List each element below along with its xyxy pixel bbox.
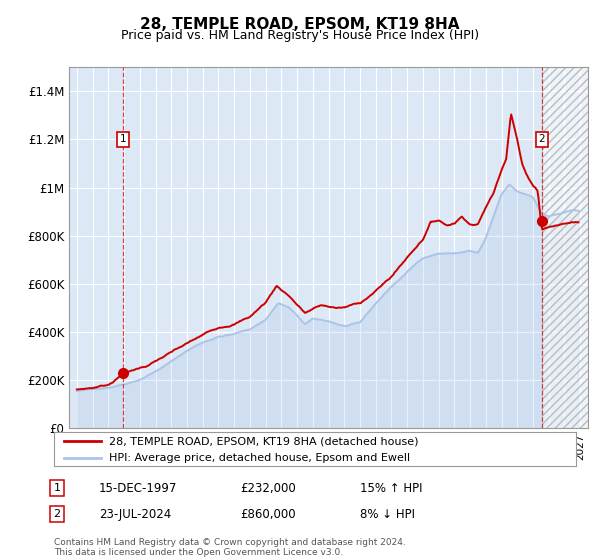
Text: 8% ↓ HPI: 8% ↓ HPI [360, 507, 415, 521]
Text: 2: 2 [53, 509, 61, 519]
Text: £232,000: £232,000 [240, 482, 296, 495]
Text: HPI: Average price, detached house, Epsom and Ewell: HPI: Average price, detached house, Epso… [109, 452, 410, 463]
Text: Price paid vs. HM Land Registry's House Price Index (HPI): Price paid vs. HM Land Registry's House … [121, 29, 479, 42]
Bar [542, 67, 588, 428]
Text: 15-DEC-1997: 15-DEC-1997 [99, 482, 178, 495]
Text: 23-JUL-2024: 23-JUL-2024 [99, 507, 171, 521]
Text: 1: 1 [53, 483, 61, 493]
Text: £860,000: £860,000 [240, 507, 296, 521]
Text: 15% ↑ HPI: 15% ↑ HPI [360, 482, 422, 495]
Text: 28, TEMPLE ROAD, EPSOM, KT19 8HA: 28, TEMPLE ROAD, EPSOM, KT19 8HA [140, 17, 460, 32]
Text: 1: 1 [120, 134, 127, 144]
Text: 28, TEMPLE ROAD, EPSOM, KT19 8HA (detached house): 28, TEMPLE ROAD, EPSOM, KT19 8HA (detach… [109, 436, 418, 446]
Text: Contains HM Land Registry data © Crown copyright and database right 2024.
This d: Contains HM Land Registry data © Crown c… [54, 538, 406, 557]
Bar [542, 67, 588, 428]
Text: 2: 2 [538, 134, 545, 144]
